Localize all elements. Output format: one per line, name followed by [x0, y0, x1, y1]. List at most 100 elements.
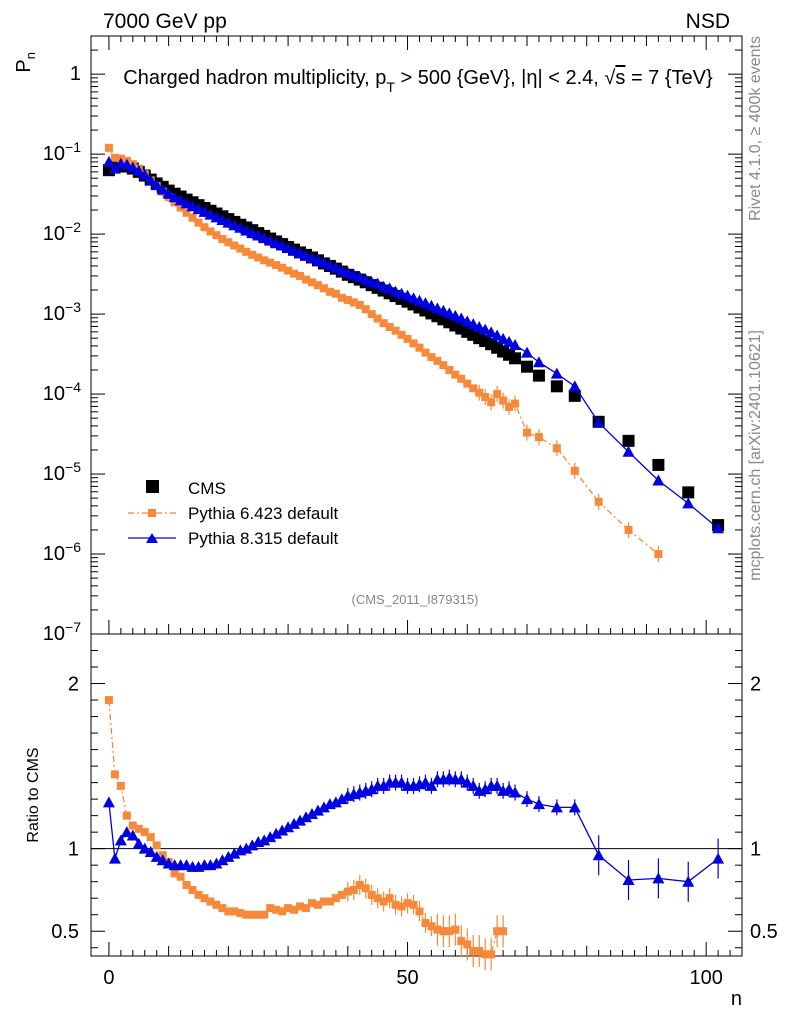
py8-point	[652, 474, 665, 486]
ratio-py6-point	[104, 696, 113, 705]
ratio-py6-point	[421, 918, 430, 927]
ratio-py8-point	[461, 776, 474, 788]
ratio-py6-point	[439, 927, 448, 936]
py6-point	[272, 261, 281, 270]
ratio-py8-point	[377, 779, 390, 791]
ratio-py6-point	[224, 907, 233, 916]
ratio-py6-point	[319, 897, 328, 906]
ratio-py6-point	[170, 869, 179, 878]
ratio-py8-point	[491, 779, 504, 791]
ratio-py6-point	[469, 947, 478, 956]
py6-point	[433, 356, 442, 365]
ratio-py6-point	[337, 890, 346, 899]
ratio-py8-point	[126, 829, 139, 841]
py8-point	[102, 155, 115, 167]
ratio-py6-point	[206, 897, 215, 906]
ratio-py8-point	[592, 849, 605, 861]
ratio-py6-point	[212, 900, 221, 909]
ratio-py8-point	[365, 783, 378, 795]
ratio-py8-point	[102, 796, 115, 808]
ratio-py6-point	[230, 907, 239, 916]
py6-point	[110, 153, 119, 162]
py8-point	[550, 367, 563, 379]
py8-point	[198, 205, 211, 217]
ratio-py6-point	[463, 940, 472, 949]
ratio-py6-point	[427, 922, 436, 931]
ratio-series	[102, 696, 725, 971]
ratio-py6-point	[325, 897, 334, 906]
ratio-py8-point	[216, 854, 229, 866]
py6-point	[421, 348, 430, 357]
ratio-py8-point	[317, 801, 330, 813]
ratio-py8-point	[108, 852, 121, 864]
py8-point	[491, 329, 504, 341]
ratio-py6-point	[355, 880, 364, 889]
ratio-py6-point	[451, 925, 460, 934]
legend: CMS Pythia 6.423 default Pythia 8.315 de…	[128, 479, 339, 548]
py8-point	[455, 312, 468, 324]
ratio-py8-point	[520, 793, 533, 805]
py6-point	[242, 247, 251, 256]
py8-point	[520, 346, 533, 358]
ratio-py6-point	[487, 950, 496, 959]
py6-point	[373, 314, 382, 323]
py6-point	[415, 343, 424, 352]
py6-point	[463, 379, 472, 388]
py6-point	[170, 198, 179, 207]
legend-label-py6: Pythia 6.423 default	[188, 504, 339, 523]
ratio-py8-point	[138, 842, 151, 854]
py8-point	[156, 183, 169, 195]
py6-point	[104, 143, 113, 152]
py8-point	[532, 356, 545, 368]
py8-point	[162, 187, 175, 199]
py6-point	[403, 334, 412, 343]
py6-point	[409, 339, 418, 348]
ratio-py8-point	[150, 850, 163, 862]
ratio-py6-point	[272, 905, 281, 914]
py6-point	[188, 213, 197, 222]
legend-marker-py8	[146, 533, 158, 543]
ratio-py8-point	[467, 779, 480, 791]
ratio-py8-point	[294, 814, 307, 826]
ratio-py6-point	[188, 885, 197, 894]
ratio-y-tick-label-right: 1	[750, 839, 761, 861]
ratio-py6-point	[254, 910, 263, 919]
ratio-axes: 0 50 100 0.5 0.5 1 1 2 2	[51, 650, 778, 989]
py8-point	[186, 200, 199, 212]
py6-point	[206, 227, 215, 236]
py6-point	[457, 374, 466, 383]
py6-point	[331, 289, 340, 298]
ratio-py6-point	[433, 925, 442, 934]
ratio-py8-point	[114, 834, 127, 846]
x-tick-label: 0	[103, 967, 114, 989]
ratio-py6-point	[385, 894, 394, 903]
y-tick-label: 10−5	[43, 459, 81, 485]
x-tick-label: 100	[689, 967, 722, 989]
ratio-py6-point	[391, 900, 400, 909]
ratio-py8-point	[311, 804, 324, 816]
py6-point	[319, 284, 328, 293]
py6-point	[343, 296, 352, 305]
ratio-y-tick-label: 0.5	[51, 921, 79, 943]
py8-point	[622, 445, 635, 457]
py8-point	[126, 161, 139, 173]
ratio-py6-point	[499, 927, 508, 936]
ratio-py6-point	[403, 899, 412, 908]
ratio-py6-point	[367, 890, 376, 899]
py6-point	[212, 231, 221, 240]
ratio-py8-point	[258, 834, 271, 846]
py6-point	[194, 218, 203, 227]
legend-marker-py6	[148, 509, 156, 517]
py8-point	[150, 179, 163, 191]
cms-point	[568, 389, 581, 402]
ratio-y-tick-label-right: 2	[750, 674, 761, 696]
ratio-py6-point	[373, 894, 382, 903]
ratio-py6-point	[194, 890, 203, 899]
ratio-py6-point	[266, 904, 275, 913]
ratio-py6-point	[152, 841, 161, 850]
py6-point	[469, 384, 478, 393]
py6-point	[451, 370, 460, 379]
cms-point	[520, 360, 533, 373]
py8-point	[712, 522, 725, 534]
py6-point	[307, 278, 316, 287]
